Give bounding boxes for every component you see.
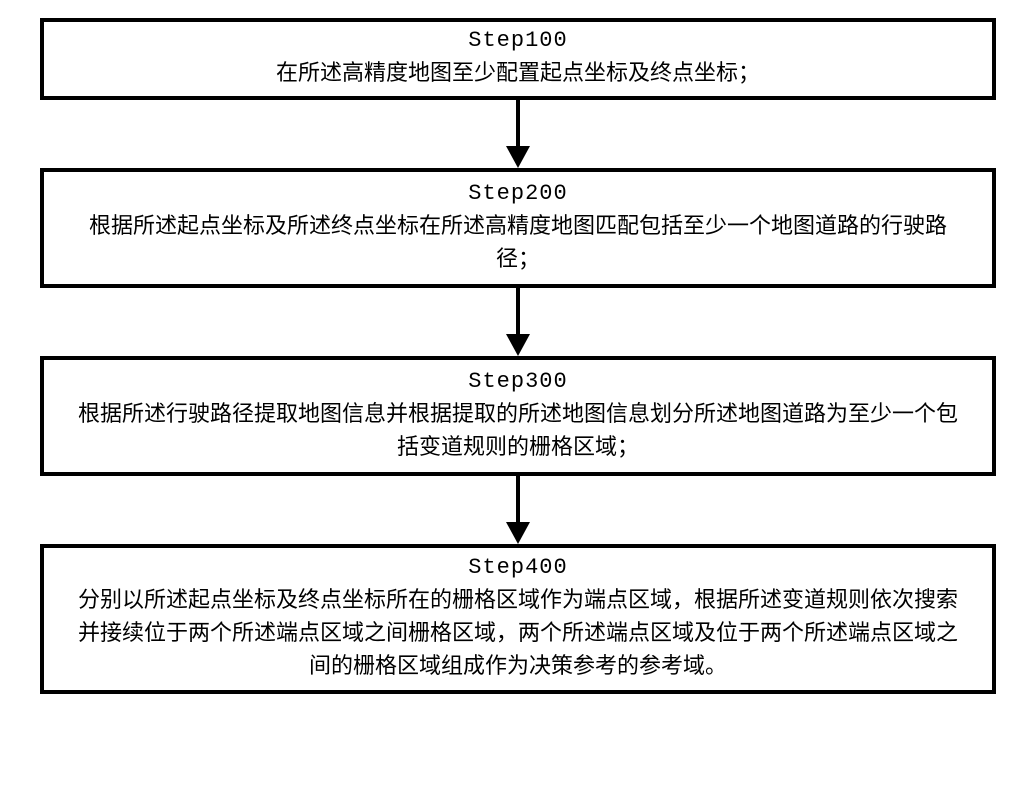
- step-body: 分别以所述起点坐标及终点坐标所在的栅格区域作为端点区域，根据所述变道规则依次搜索…: [68, 584, 968, 683]
- flow-node-step300: Step300 根据所述行驶路径提取地图信息并根据提取的所述地图信息划分所述地图…: [40, 356, 996, 476]
- step-title: Step200: [468, 181, 567, 206]
- step-title: Step400: [468, 555, 567, 580]
- step-title: Step300: [468, 369, 567, 394]
- step-body: 根据所述行驶路径提取地图信息并根据提取的所述地图信息划分所述地图道路为至少一个包…: [68, 398, 968, 464]
- step-body: 在所述高精度地图至少配置起点坐标及终点坐标；: [276, 57, 760, 90]
- flow-node-step100: Step100 在所述高精度地图至少配置起点坐标及终点坐标；: [40, 18, 996, 100]
- arrow-icon: [498, 100, 538, 168]
- flow-node-step200: Step200 根据所述起点坐标及所述终点坐标在所述高精度地图匹配包括至少一个地…: [40, 168, 996, 288]
- step-title: Step100: [468, 28, 567, 53]
- arrow-icon: [498, 476, 538, 544]
- arrow-icon: [498, 288, 538, 356]
- step-body: 根据所述起点坐标及所述终点坐标在所述高精度地图匹配包括至少一个地图道路的行驶路径…: [68, 210, 968, 276]
- flow-node-step400: Step400 分别以所述起点坐标及终点坐标所在的栅格区域作为端点区域，根据所述…: [40, 544, 996, 694]
